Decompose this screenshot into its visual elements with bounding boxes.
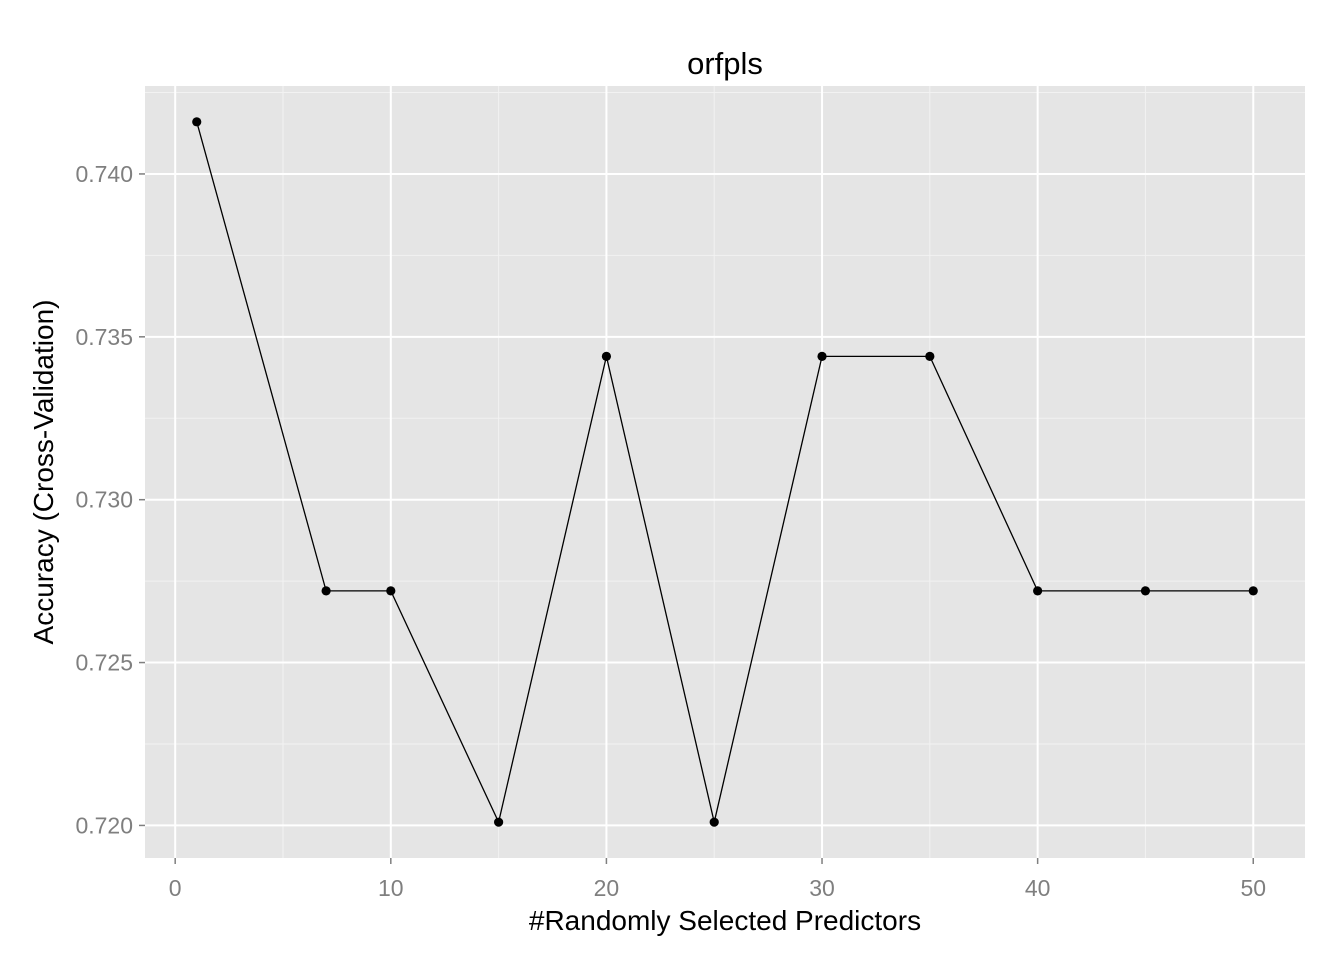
data-point: [1140, 586, 1151, 596]
y-tick-label: 0.740: [75, 161, 133, 187]
data-point: [1033, 586, 1043, 596]
x-tick-label: 50: [1240, 875, 1266, 901]
x-axis-title: #Randomly Selected Predictors: [529, 905, 921, 936]
y-axis-ticks: 0.720 0.725 0.730 0.735 0.740: [75, 161, 145, 838]
x-axis-ticks: 0 10 20 30 40 50: [169, 858, 1266, 901]
data-point: [192, 117, 202, 127]
y-axis-title: Accuracy (Cross-Validation): [28, 300, 59, 645]
data-point: [321, 586, 331, 596]
chart-title: orfpls: [687, 46, 763, 81]
data-point: [601, 351, 612, 361]
x-tick-label: 10: [378, 875, 404, 901]
data-series: [192, 117, 1258, 827]
x-tick-label: 0: [169, 875, 182, 901]
y-tick-label: 0.730: [75, 487, 133, 513]
y-tick-label: 0.725: [75, 650, 133, 676]
plot-panel: [145, 86, 1305, 858]
x-tick-label: 40: [1025, 875, 1051, 901]
data-point: [494, 817, 504, 827]
data-point: [925, 351, 935, 361]
x-tick-label: 30: [809, 875, 835, 901]
y-tick-label: 0.720: [75, 812, 133, 838]
data-point: [386, 586, 396, 596]
major-gridlines: [145, 86, 1305, 858]
x-tick-label: 20: [594, 875, 620, 901]
minor-gridlines: [145, 86, 1305, 858]
data-point: [709, 817, 719, 827]
y-tick-label: 0.735: [75, 324, 133, 350]
data-point: [817, 351, 827, 361]
data-point: [1248, 586, 1258, 596]
